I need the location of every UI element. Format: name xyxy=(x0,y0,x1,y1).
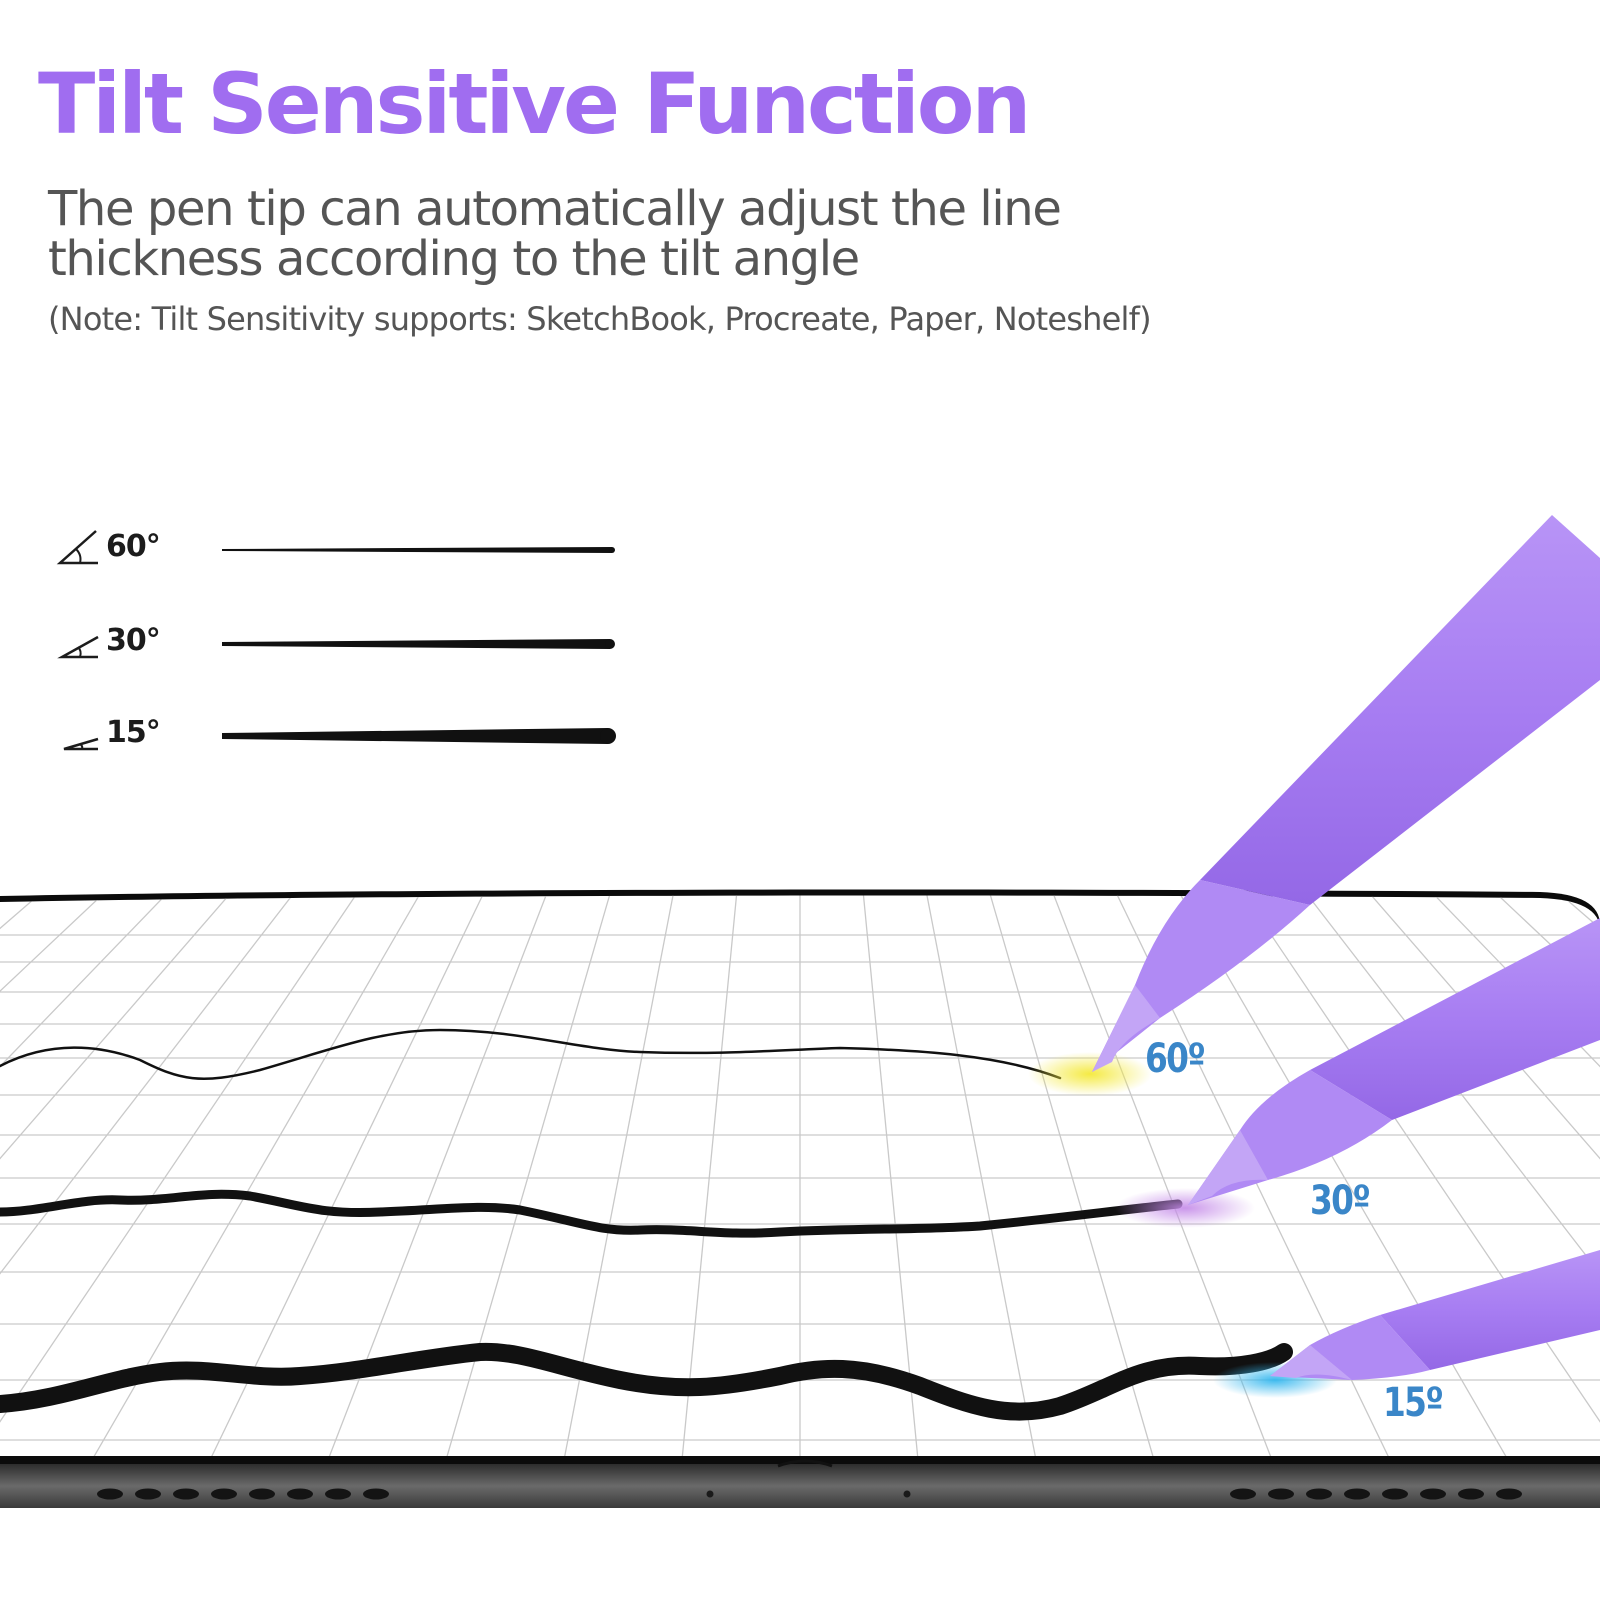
speaker-hole xyxy=(211,1488,237,1500)
angle-label-60: 60° xyxy=(106,529,161,564)
glow-60 xyxy=(1028,1052,1152,1096)
bezel-dot-left xyxy=(706,1490,714,1498)
ink-stroke-15 xyxy=(0,1342,1293,1421)
grid-line xyxy=(445,895,615,1456)
sample-line-thin xyxy=(222,547,615,553)
ink-strokes xyxy=(0,1028,1293,1421)
grid-line xyxy=(0,895,305,1456)
sample-line-thick xyxy=(222,728,616,744)
pen-angle-label-15: 15º xyxy=(1383,1380,1444,1426)
angle-60-icon xyxy=(56,530,98,565)
speaker-hole xyxy=(363,1488,389,1500)
speaker-hole xyxy=(249,1488,275,1500)
grid-line xyxy=(0,895,181,1456)
grid-line xyxy=(861,895,919,1456)
tablet-bezel xyxy=(0,1464,1600,1508)
grid-line xyxy=(209,895,491,1456)
speaker-hole xyxy=(1344,1488,1370,1500)
bezel-notch xyxy=(777,1459,833,1468)
pen-60 xyxy=(1092,515,1600,1072)
grid-line xyxy=(985,895,1155,1456)
speaker-hole xyxy=(1230,1488,1256,1500)
grid-line xyxy=(1357,895,1600,1456)
pen-15 xyxy=(1270,1250,1600,1380)
speaker-hole xyxy=(97,1488,123,1500)
legend-row-60: 60° xyxy=(56,523,615,573)
speaker-hole xyxy=(1382,1488,1408,1500)
compatibility-note: (Note: Tilt Sensitivity supports: Sketch… xyxy=(48,300,1152,338)
speaker-hole xyxy=(1458,1488,1484,1500)
pen-angle-label-30: 30º xyxy=(1310,1178,1371,1224)
bezel-dot-right xyxy=(903,1490,911,1498)
grid-line xyxy=(0,895,367,1456)
speaker-hole xyxy=(325,1488,351,1500)
grid-line xyxy=(1295,895,1600,1456)
legend-row-15: 15° xyxy=(56,709,616,759)
speaker-hole xyxy=(1306,1488,1332,1500)
angle-15-icon xyxy=(63,737,99,751)
grid-line xyxy=(91,895,429,1456)
grid-line xyxy=(0,895,243,1456)
sample-line-medium xyxy=(222,639,615,649)
glow-30 xyxy=(1115,1188,1255,1228)
speaker-grilles xyxy=(97,1488,1522,1500)
ink-stroke-60 xyxy=(0,1028,1062,1080)
speaker-hole xyxy=(1268,1488,1294,1500)
speaker-hole xyxy=(135,1488,161,1500)
speaker-hole xyxy=(287,1488,313,1500)
legend-row-30: 30° xyxy=(56,617,615,667)
angle-30-icon xyxy=(57,635,99,659)
pen-30 xyxy=(1188,918,1600,1205)
grid-line xyxy=(681,895,739,1456)
grid-line xyxy=(1233,895,1600,1456)
grid-line xyxy=(923,895,1037,1456)
angle-label-15: 15° xyxy=(106,715,161,750)
page-subtitle: The pen tip can automatically adjust the… xyxy=(48,181,1062,287)
grid-line xyxy=(0,895,119,1456)
pen-angle-label-60: 60º xyxy=(1145,1036,1206,1082)
ink-stroke-30 xyxy=(0,1189,1183,1238)
angle-label-30: 30° xyxy=(106,623,161,658)
speaker-hole xyxy=(1496,1488,1522,1500)
page-title: Tilt Sensitive Function xyxy=(38,55,1031,153)
speaker-hole xyxy=(1420,1488,1446,1500)
speaker-hole xyxy=(173,1488,199,1500)
